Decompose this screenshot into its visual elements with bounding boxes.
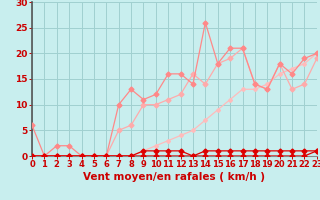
X-axis label: Vent moyen/en rafales ( km/h ): Vent moyen/en rafales ( km/h )	[84, 172, 265, 182]
